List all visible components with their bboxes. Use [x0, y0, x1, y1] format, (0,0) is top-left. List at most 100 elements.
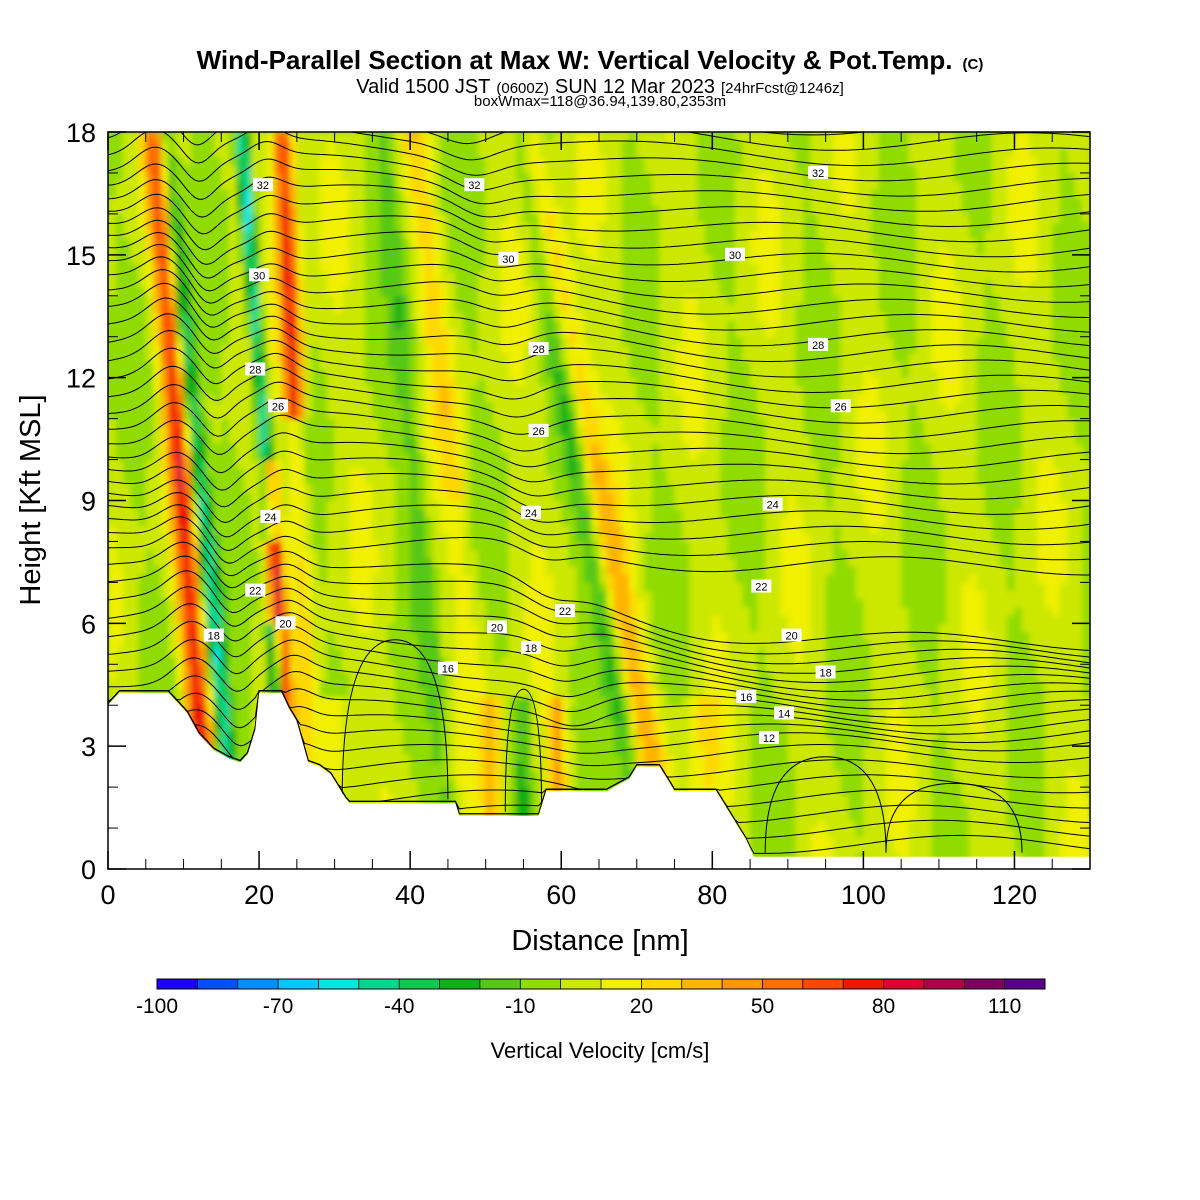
field-cell — [123, 467, 132, 477]
field-cell — [251, 213, 260, 223]
field-cell — [236, 598, 245, 608]
field-cell — [379, 754, 389, 764]
field-cell — [410, 778, 419, 788]
field-cell — [296, 672, 305, 682]
field-cell — [213, 680, 222, 690]
field-cell — [244, 295, 253, 305]
field-cell — [455, 304, 464, 313]
field-cell — [500, 713, 509, 723]
field-cell — [440, 754, 449, 764]
field-cell — [334, 778, 343, 788]
field-cell — [266, 361, 275, 371]
field-cell — [485, 656, 494, 665]
field-cell — [432, 541, 441, 551]
field-cell — [213, 697, 222, 706]
field-cell — [463, 222, 472, 231]
field-cell — [493, 385, 502, 395]
field-cell — [372, 738, 381, 747]
field-cell — [206, 664, 215, 674]
field-cell — [463, 426, 472, 436]
field-cell — [334, 680, 343, 690]
field-cell — [319, 508, 328, 518]
field-cell — [485, 680, 494, 690]
field-cell — [108, 385, 117, 395]
field-cell — [447, 156, 457, 166]
field-cell — [364, 664, 373, 674]
field-cell — [319, 500, 328, 510]
field-cell — [168, 426, 177, 436]
field-cell — [470, 680, 479, 690]
field-cell — [379, 795, 389, 805]
field-cell — [493, 607, 502, 616]
field-cell — [508, 304, 517, 313]
field-cell — [395, 607, 404, 616]
field-cell — [115, 287, 124, 297]
field-cell — [342, 729, 351, 739]
field-cell — [244, 418, 253, 428]
field-cell — [387, 500, 396, 510]
field-cell — [168, 295, 177, 305]
field-cell — [508, 598, 517, 608]
field-cell — [417, 525, 426, 534]
field-cell — [274, 148, 283, 158]
field-cell — [130, 590, 139, 600]
field-cell — [176, 230, 185, 240]
field-cell — [508, 189, 517, 199]
field-cell — [447, 492, 457, 502]
field-cell — [289, 549, 298, 559]
field-cell — [296, 533, 305, 543]
field-cell — [410, 344, 419, 354]
field-cell — [176, 516, 185, 526]
field-cell — [500, 443, 509, 452]
field-cell — [334, 541, 343, 551]
field-cell — [312, 172, 321, 182]
field-cell — [213, 656, 222, 665]
field-cell — [515, 181, 525, 190]
field-cell — [153, 344, 162, 354]
field-cell — [417, 172, 426, 182]
field-cell — [478, 451, 487, 461]
field-cell — [168, 574, 177, 583]
field-cell — [206, 254, 215, 264]
field-cell — [108, 271, 117, 280]
field-cell — [221, 369, 230, 379]
field-cell — [410, 672, 419, 682]
field-cell — [274, 312, 283, 321]
field-cell — [357, 746, 366, 755]
field-cell — [387, 344, 396, 354]
field-cell — [160, 631, 170, 641]
field-cell — [115, 156, 124, 166]
field-cell — [176, 271, 185, 280]
field-cell — [296, 615, 305, 624]
field-cell — [319, 672, 328, 682]
field-cell — [138, 418, 147, 428]
field-cell — [138, 385, 147, 395]
field-cell — [160, 263, 170, 272]
field-cell — [183, 467, 192, 477]
field-cell — [153, 623, 162, 633]
field-cell — [372, 164, 381, 174]
field-cell — [379, 140, 389, 149]
field-cell — [410, 697, 419, 706]
field-cell — [410, 222, 419, 231]
field-cell — [281, 172, 290, 182]
field-cell — [463, 705, 472, 714]
field-cell — [108, 492, 117, 502]
field-cell — [266, 647, 275, 657]
field-cell — [500, 631, 509, 641]
field-cell — [251, 426, 260, 436]
field-cell — [379, 189, 389, 199]
field-cell — [372, 279, 381, 289]
field-cell — [364, 459, 373, 469]
field-cell — [379, 721, 389, 731]
field-cell — [425, 754, 434, 764]
field-cell — [304, 238, 313, 248]
field-cell — [402, 729, 411, 739]
field-cell — [417, 132, 426, 141]
field-cell — [470, 746, 479, 755]
field-cell — [304, 492, 313, 502]
field-cell — [508, 279, 517, 289]
field-cell — [387, 271, 396, 280]
field-cell — [447, 189, 457, 199]
field-cell — [372, 336, 381, 346]
